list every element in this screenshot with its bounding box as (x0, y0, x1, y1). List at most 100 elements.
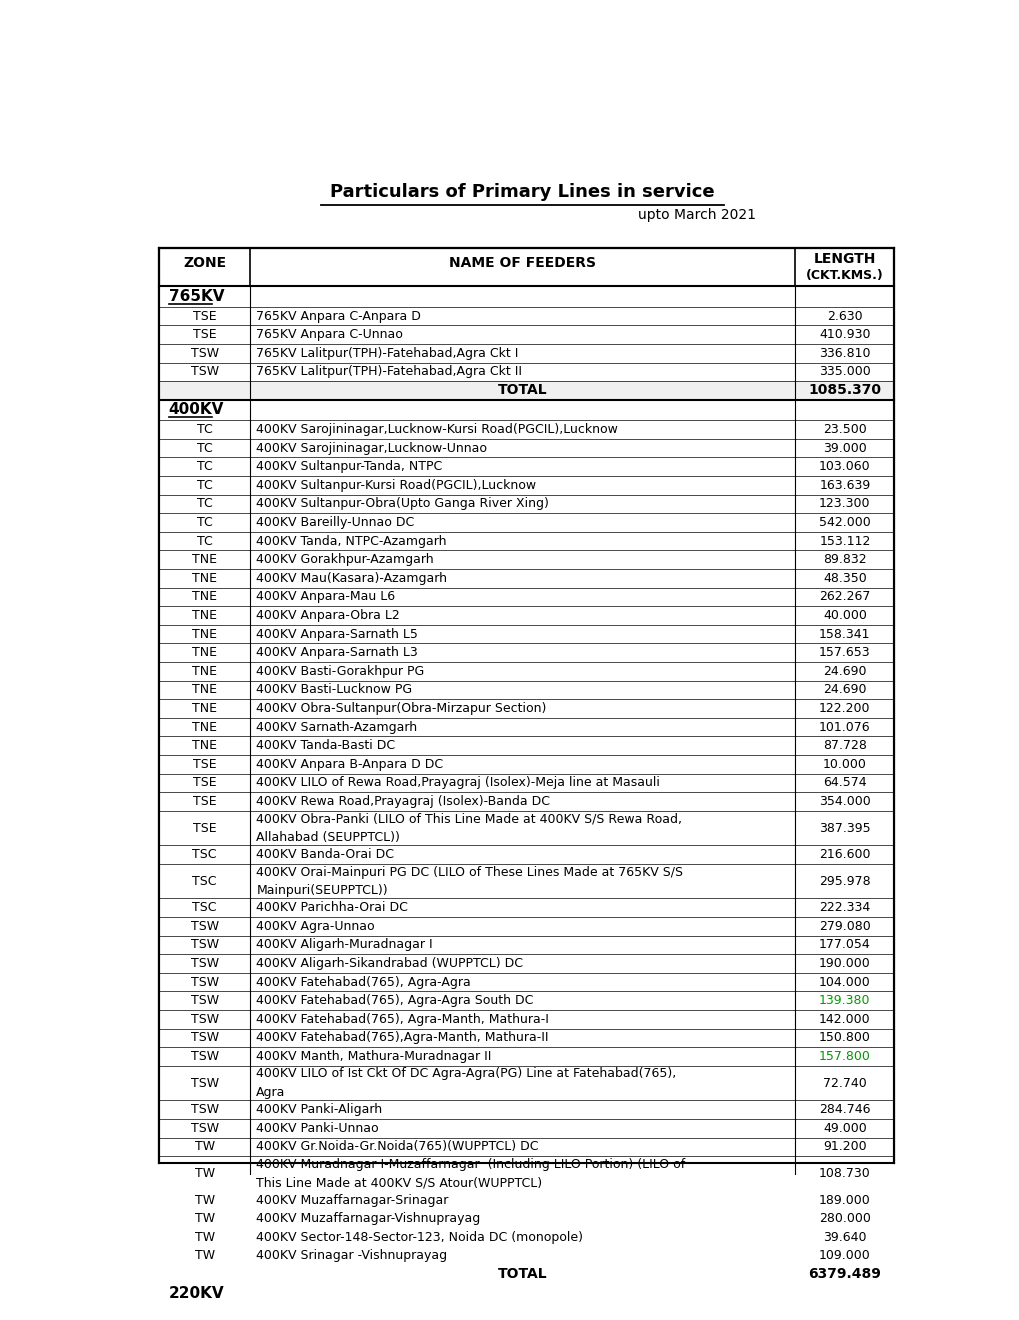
Bar (159, 420, 894, 438)
Bar (159, 363, 894, 381)
Text: 400KV Muradnagar I-Muzaffarnagar  (Including LILO Portion) (LILO of: 400KV Muradnagar I-Muzaffarnagar (Includ… (256, 1158, 685, 1171)
Bar (159, 569, 894, 587)
Text: 2.630: 2.630 (826, 310, 862, 322)
Text: 40.000: 40.000 (822, 609, 866, 622)
Text: 189.000: 189.000 (818, 1193, 870, 1206)
Text: 1085.370: 1085.370 (808, 384, 880, 397)
Text: TNE: TNE (192, 702, 217, 715)
Text: TSW: TSW (191, 994, 218, 1007)
Bar (159, 624, 894, 643)
Bar (159, 973, 894, 991)
Text: 108.730: 108.730 (818, 1167, 870, 1180)
Text: 400KV Aligarh-Sikandrabad (WUPPTCL) DC: 400KV Aligarh-Sikandrabad (WUPPTCL) DC (256, 957, 523, 970)
Text: 400KV Sector-148-Sector-123, Noida DC (monopole): 400KV Sector-148-Sector-123, Noida DC (m… (256, 1230, 583, 1243)
Text: TW: TW (195, 1212, 214, 1225)
Text: 400KV Fatehabad(765), Agra-Agra South DC: 400KV Fatehabad(765), Agra-Agra South DC (256, 994, 533, 1007)
Bar (159, 845, 894, 863)
Text: TNE: TNE (192, 590, 217, 603)
Text: TNE: TNE (192, 721, 217, 734)
Bar (159, 513, 894, 532)
Text: 177.054: 177.054 (818, 939, 870, 952)
Bar (159, 457, 894, 477)
Text: TSW: TSW (191, 957, 218, 970)
Bar (159, 1138, 894, 1156)
Text: 123.300: 123.300 (818, 498, 870, 511)
Bar (159, 1065, 894, 1101)
Bar (159, 643, 894, 661)
Text: 109.000: 109.000 (818, 1249, 870, 1262)
Bar (159, 1010, 894, 1028)
Text: 142.000: 142.000 (818, 1012, 870, 1026)
Text: 280.000: 280.000 (818, 1212, 870, 1225)
Text: TSW: TSW (191, 1122, 218, 1135)
Bar (159, 1228, 894, 1246)
Bar (159, 917, 894, 936)
Text: upto March 2021: upto March 2021 (637, 209, 755, 222)
Text: TW: TW (195, 1193, 214, 1206)
Bar (159, 1284, 894, 1304)
Text: TSW: TSW (191, 366, 218, 379)
Text: 354.000: 354.000 (818, 795, 870, 808)
Text: 89.832: 89.832 (822, 553, 866, 566)
Bar (159, 1101, 894, 1119)
Text: LENGTH: LENGTH (813, 252, 875, 267)
Text: 295.978: 295.978 (818, 875, 870, 887)
Bar (159, 381, 894, 400)
Bar (159, 495, 894, 513)
Text: 262.267: 262.267 (818, 590, 869, 603)
Text: 400KV Mau(Kasara)-Azamgarh: 400KV Mau(Kasara)-Azamgarh (256, 572, 447, 585)
Text: 765KV Anpara C-Anpara D: 765KV Anpara C-Anpara D (256, 310, 421, 322)
Bar (159, 532, 894, 550)
Text: 400KV LILO of Rewa Road,Prayagraj (Isolex)-Meja line at Masauli: 400KV LILO of Rewa Road,Prayagraj (Isole… (256, 776, 659, 789)
Text: 72.740: 72.740 (822, 1077, 866, 1089)
Text: 24.690: 24.690 (822, 684, 866, 697)
Text: 400KV Sultanpur-Kursi Road(PGCIL),Lucknow: 400KV Sultanpur-Kursi Road(PGCIL),Luckno… (256, 479, 536, 492)
Text: 158.341: 158.341 (818, 627, 870, 640)
Text: 220KV: 220KV (168, 1287, 224, 1302)
Text: TSE: TSE (193, 329, 216, 341)
Bar (159, 810, 894, 845)
Text: 400KV LILO of Ist Ckt Of DC Agra-Agra(PG) Line at Fatehabad(765),: 400KV LILO of Ist Ckt Of DC Agra-Agra(PG… (256, 1068, 676, 1081)
Text: 39.640: 39.640 (822, 1230, 866, 1243)
Text: 157.653: 157.653 (818, 645, 870, 659)
Text: Allahabad (SEUPPTCL)): Allahabad (SEUPPTCL)) (256, 830, 399, 843)
Text: 400KV Aligarh-Muradnagar I: 400KV Aligarh-Muradnagar I (256, 939, 432, 952)
Bar (159, 863, 894, 899)
Bar (159, 400, 894, 420)
Bar (159, 1191, 894, 1209)
Text: 400KV Anpara-Mau L6: 400KV Anpara-Mau L6 (256, 590, 395, 603)
Text: TSE: TSE (193, 758, 216, 771)
Bar (159, 718, 894, 737)
Text: 49.000: 49.000 (822, 1122, 866, 1135)
Bar (159, 345, 894, 363)
Text: TSW: TSW (191, 920, 218, 933)
Text: TSW: TSW (191, 1012, 218, 1026)
Text: 400KV Tanda, NTPC-Azamgarh: 400KV Tanda, NTPC-Azamgarh (256, 535, 446, 548)
Text: Mainpuri(SEUPPTCL)): Mainpuri(SEUPPTCL)) (256, 884, 387, 896)
Text: 400KV Basti-Gorakhpur PG: 400KV Basti-Gorakhpur PG (256, 665, 424, 677)
Text: 400KV Fatehabad(765), Agra-Manth, Mathura-I: 400KV Fatehabad(765), Agra-Manth, Mathur… (256, 1012, 548, 1026)
Text: 400KV Obra-Sultanpur(Obra-Mirzapur Section): 400KV Obra-Sultanpur(Obra-Mirzapur Secti… (256, 702, 546, 715)
Text: 400KV Panki-Aligarh: 400KV Panki-Aligarh (256, 1104, 382, 1117)
Text: TC: TC (197, 479, 212, 492)
Text: 6379.489: 6379.489 (808, 1267, 880, 1282)
Text: 400KV Fatehabad(765), Agra-Agra: 400KV Fatehabad(765), Agra-Agra (256, 975, 471, 989)
Text: 400KV Anpara-Sarnath L3: 400KV Anpara-Sarnath L3 (256, 645, 418, 659)
Bar (159, 1119, 894, 1138)
Text: 400KV Tanda-Basti DC: 400KV Tanda-Basti DC (256, 739, 395, 752)
Bar (159, 550, 894, 569)
Text: 400KV Panki-Unnao: 400KV Panki-Unnao (256, 1122, 379, 1135)
Bar (159, 286, 894, 306)
Text: Agra: Agra (256, 1086, 285, 1098)
Text: NAME OF FEEDERS: NAME OF FEEDERS (448, 256, 596, 271)
Text: 410.930: 410.930 (818, 329, 870, 341)
Bar (159, 1265, 894, 1284)
Text: 103.060: 103.060 (818, 461, 870, 473)
Text: 101.076: 101.076 (818, 721, 870, 734)
Bar (159, 477, 894, 495)
Bar (159, 899, 894, 917)
Text: TSW: TSW (191, 975, 218, 989)
Text: 400KV Parichha-Orai DC: 400KV Parichha-Orai DC (256, 902, 408, 915)
Bar (159, 755, 894, 774)
Text: 24.690: 24.690 (822, 665, 866, 677)
